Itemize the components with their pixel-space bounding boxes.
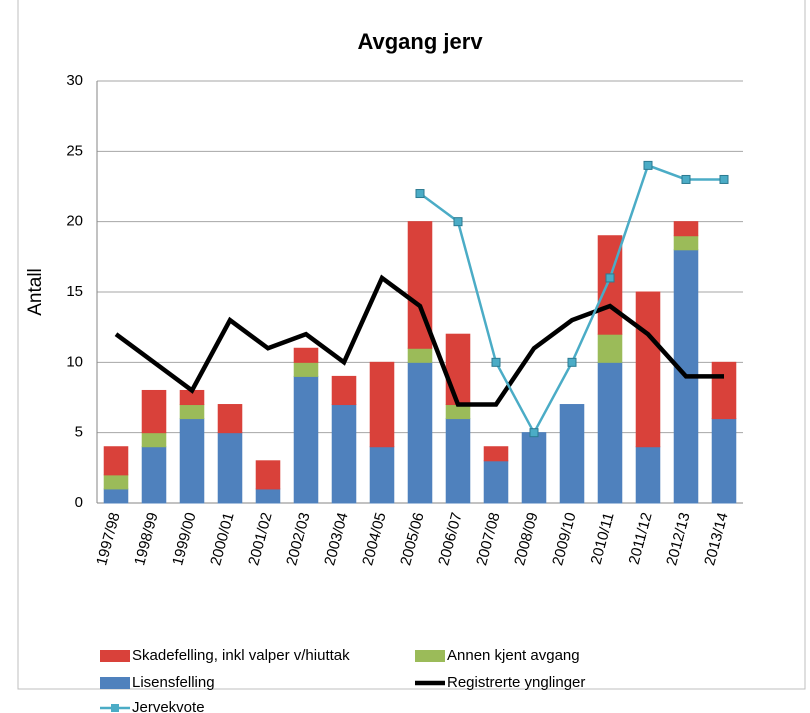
bar-segment <box>331 375 357 406</box>
marker <box>567 357 577 367</box>
bar-segment <box>407 347 433 363</box>
bar-segment <box>255 460 281 490</box>
x-tick-label: 2002/03 <box>283 511 313 568</box>
bar-segment <box>483 460 509 504</box>
bar-segment <box>483 446 509 462</box>
x-tick-label: 1998/99 <box>131 511 161 568</box>
bar-segment <box>293 361 319 377</box>
bar-segment <box>369 361 395 448</box>
chart-frame <box>17 0 806 690</box>
bar-segment <box>673 235 699 251</box>
bar-segment <box>673 221 699 237</box>
line <box>114 274 724 407</box>
bar-segment <box>521 432 547 504</box>
x-tick-label: 2006/07 <box>435 511 465 568</box>
bar-segment <box>445 333 471 406</box>
x-tick-label: 2000/01 <box>207 511 237 568</box>
legend-label: Annen kjent avgang <box>447 647 580 664</box>
y-tick-label: 15 <box>66 283 83 300</box>
bar-segment <box>597 333 623 363</box>
bar-segment <box>331 404 357 504</box>
x-tick-label: 2010/11 <box>588 511 618 567</box>
marker <box>643 160 653 170</box>
bar-segment <box>407 361 433 504</box>
y-axis-label: Antall <box>25 268 46 316</box>
legend-label: Lisensfelling <box>132 674 215 691</box>
legend-label: Registrerte ynglinger <box>447 674 585 691</box>
bar-segment <box>217 404 243 434</box>
bar-segment <box>597 361 623 504</box>
bar-segment <box>103 488 129 504</box>
marker <box>453 217 463 227</box>
legend-swatch <box>415 650 445 662</box>
x-tick-label: 2011/12 <box>626 511 656 567</box>
bar-segment <box>255 488 281 504</box>
x-tick-label: 2008/09 <box>511 511 541 568</box>
x-tick-label: 2005/06 <box>397 511 427 568</box>
y-tick-label: 5 <box>75 424 83 441</box>
marker <box>681 174 691 184</box>
marker <box>529 428 539 438</box>
bar-segment <box>635 446 661 504</box>
bar-segment <box>369 446 395 504</box>
y-tick-label: 25 <box>66 142 83 159</box>
x-tick-label: 2009/10 <box>549 511 579 568</box>
x-tick-label: 1997/98 <box>93 511 123 568</box>
bar-segment <box>711 361 737 420</box>
marker <box>719 174 729 184</box>
x-tick-label: 2003/04 <box>321 511 351 568</box>
legend-swatch <box>100 677 130 689</box>
marker <box>491 357 501 367</box>
bar-segment <box>103 474 129 490</box>
x-tick-label: 1999/00 <box>169 511 199 568</box>
marker <box>605 273 615 283</box>
bar-segment <box>141 432 167 448</box>
bar-segment <box>445 418 471 504</box>
x-tick-label: 2001/02 <box>245 511 275 568</box>
marker <box>415 189 425 199</box>
bar-segment <box>103 446 129 476</box>
legend-label: Jervekvote <box>132 699 205 713</box>
x-tick-label: 2004/05 <box>359 511 389 568</box>
bar-segment <box>141 389 167 434</box>
y-tick-label: 20 <box>66 213 83 230</box>
legend-label: Skadefelling, inkl valper v/hiuttak <box>132 647 350 664</box>
bar-segment <box>179 418 205 504</box>
legend-marker <box>111 704 119 712</box>
y-tick-label: 30 <box>66 72 83 89</box>
x-tick-label: 2013/14 <box>701 511 731 568</box>
x-tick-label: 2007/08 <box>473 511 503 568</box>
bar-segment <box>711 418 737 504</box>
bar-segment <box>293 375 319 504</box>
chart-title: Avgang jerv <box>357 29 483 54</box>
bar-segment <box>179 404 205 420</box>
bar-segment <box>635 291 661 448</box>
bar-segment <box>293 347 319 363</box>
bar-segment <box>217 432 243 504</box>
bar-segment <box>141 446 167 504</box>
bar-segment <box>559 404 585 504</box>
x-tick-label: 2012/13 <box>663 511 693 568</box>
y-tick-label: 0 <box>75 494 83 511</box>
y-tick-label: 10 <box>66 353 83 370</box>
legend-swatch <box>100 650 130 662</box>
